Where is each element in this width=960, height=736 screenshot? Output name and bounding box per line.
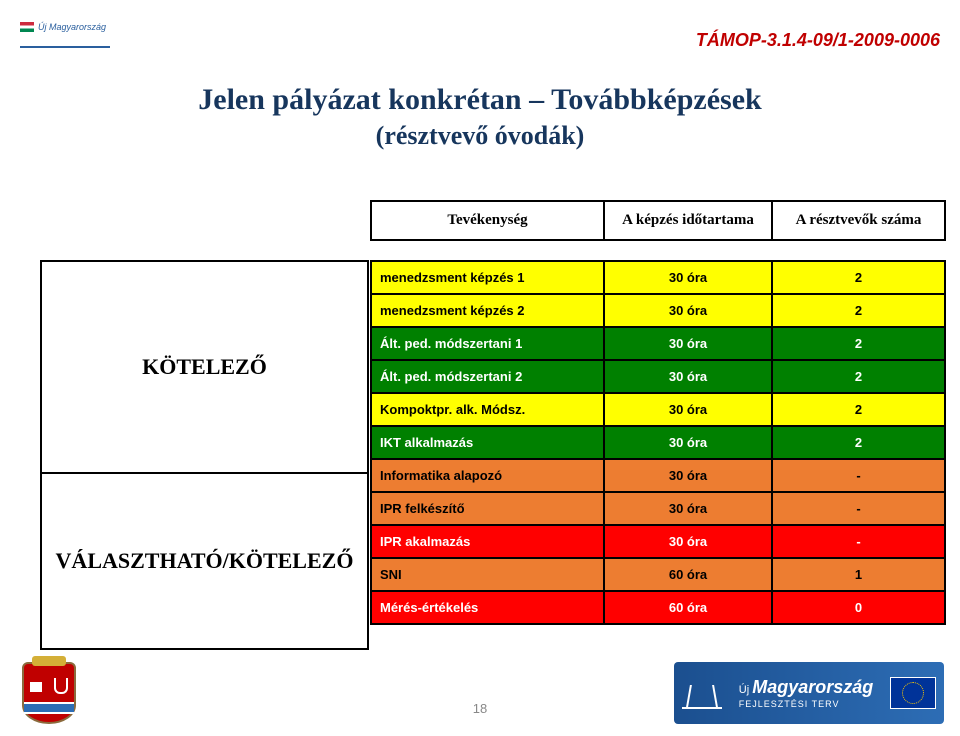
header-duration: A képzés időtartama [604,201,772,240]
title-line-1: Jelen pályázat konkrétan – Továbbképzése… [0,80,960,119]
cell-duration: 30 óra [604,525,772,558]
cell-count: - [772,492,945,525]
footer-brand: Magyarország [752,677,873,697]
cell-duration: 60 óra [604,558,772,591]
category-optional: VÁLASZTHATÓ/KÖTELEZŐ [40,472,369,650]
header-table: Tevékenység A képzés időtartama A résztv… [370,200,946,241]
cell-activity: Ált. ped. módszertani 2 [371,360,604,393]
cell-count: 2 [772,426,945,459]
cell-count: - [772,525,945,558]
top-logo: Új Magyarország [20,8,110,48]
cell-duration: 60 óra [604,591,772,624]
cell-duration: 30 óra [604,459,772,492]
slide: Új Magyarország TÁMOP-3.1.4-09/1-2009-00… [0,0,960,736]
table-row: menedzsment képzés 230 óra2 [371,294,945,327]
category-mandatory: KÖTELEZŐ [40,260,369,474]
cell-activity: IPR akalmazás [371,525,604,558]
hungary-flag-icon [20,22,34,32]
footer-city-crest [22,662,72,724]
cell-activity: Ált. ped. módszertani 1 [371,327,604,360]
cell-count: 2 [772,393,945,426]
table-row: IPR felkészítő30 óra- [371,492,945,525]
table-row: Kompoktpr. alk. Módsz.30 óra2 [371,393,945,426]
cell-duration: 30 óra [604,294,772,327]
cell-activity: IPR felkészítő [371,492,604,525]
bridge-icon [682,677,722,709]
slide-title: Jelen pályázat konkrétan – Továbbképzése… [0,80,960,153]
footer-sub: FEJLESZTÉSI TERV [739,699,840,709]
table-row: SNI60 óra1 [371,558,945,591]
cell-count: 2 [772,294,945,327]
project-id: TÁMOP-3.1.4-09/1-2009-0006 [696,30,940,51]
cell-duration: 30 óra [604,492,772,525]
header-activity: Tevékenység [371,201,604,240]
cell-count: 0 [772,591,945,624]
table-row: Ált. ped. módszertani 230 óra2 [371,360,945,393]
anchor-icon [54,678,68,694]
footer-umft-text: Új Magyarország FEJLESZTÉSI TERV [739,677,874,710]
footer-umft-banner: Új Magyarország FEJLESZTÉSI TERV [674,662,944,724]
cell-duration: 30 óra [604,360,772,393]
castle-icon [30,682,42,692]
top-logo-text: Új Magyarország [38,22,106,32]
cell-count: 2 [772,360,945,393]
eu-flag-icon [890,677,936,709]
table-row: Informatika alapozó30 óra- [371,459,945,492]
table-row: menedzsment képzés 130 óra2 [371,261,945,294]
cell-count: 1 [772,558,945,591]
cell-count: 2 [772,261,945,294]
cell-activity: menedzsment képzés 1 [371,261,604,294]
wave-icon [24,702,74,714]
cell-count: 2 [772,327,945,360]
header-participants: A résztvevők száma [772,201,945,240]
table-row: IPR akalmazás30 óra- [371,525,945,558]
table-row: IKT alkalmazás30 óra2 [371,426,945,459]
header-row: Tevékenység A képzés időtartama A résztv… [371,201,945,240]
cell-activity: menedzsment képzés 2 [371,294,604,327]
cell-count: - [772,459,945,492]
cell-activity: SNI [371,558,604,591]
table-row: Mérés-értékelés60 óra0 [371,591,945,624]
table-row: Ált. ped. módszertani 130 óra2 [371,327,945,360]
cell-duration: 30 óra [604,261,772,294]
cell-duration: 30 óra [604,393,772,426]
cell-duration: 30 óra [604,426,772,459]
cell-duration: 30 óra [604,327,772,360]
cell-activity: Kompoktpr. alk. Módsz. [371,393,604,426]
title-line-2: (résztvevő óvodák) [0,119,960,153]
data-table: menedzsment képzés 130 óra2menedzsment k… [370,260,946,625]
cell-activity: Informatika alapozó [371,459,604,492]
cell-activity: IKT alkalmazás [371,426,604,459]
shield-icon [22,662,76,724]
cell-activity: Mérés-értékelés [371,591,604,624]
footer-prefix: Új [739,684,749,696]
